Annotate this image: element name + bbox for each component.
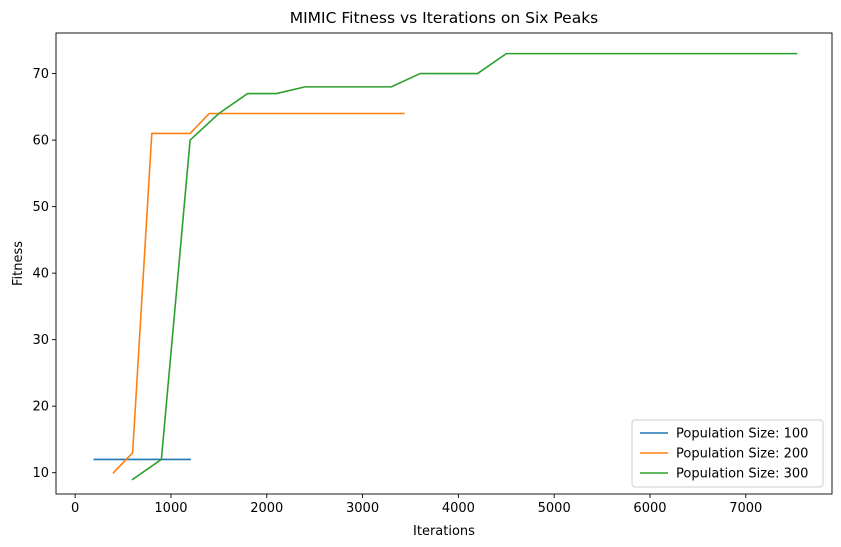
axes-layer: 0 1000 2000 3000 4000 5000 6000 7000 10 20 30 40 50 6…: [32, 32, 833, 516]
y-tick-label: 20: [32, 400, 49, 415]
chart-title: MIMIC Fitness vs Iterations on Six Peaks: [290, 9, 599, 27]
x-tick-label: 0: [71, 501, 79, 516]
x-tick-label: 6000: [633, 501, 666, 516]
series-line-2: [112, 112, 405, 474]
x-tick-label: 7000: [729, 501, 762, 516]
plot-area: [56, 33, 832, 494]
legend-label-1: Population Size: 100: [676, 427, 808, 442]
series-line-3: [131, 52, 798, 481]
x-tick-label: 4000: [442, 501, 475, 516]
axes-frame: [55, 32, 833, 495]
legend: Population Size: 100 Population Size: 200…: [631, 419, 824, 488]
series-layer: [93, 52, 798, 481]
y-tick-label: 30: [32, 333, 49, 348]
y-tick-label: 10: [32, 466, 49, 481]
x-tick-label: 5000: [538, 501, 571, 516]
y-axis-label: Fitness: [11, 241, 26, 286]
y-tick-label: 70: [32, 67, 49, 82]
legend-box: [631, 419, 824, 488]
y-tick-label: 40: [32, 267, 49, 282]
y-tick-label: 50: [32, 200, 49, 215]
legend-label-2: Population Size: 200: [676, 447, 808, 462]
y-tick-label: 60: [32, 134, 49, 149]
legend-label-3: Population Size: 300: [676, 467, 808, 482]
x-axis-label: Iterations: [413, 524, 475, 539]
x-tick-label: 3000: [346, 501, 379, 516]
x-tick-label: 1000: [154, 501, 187, 516]
x-tick-label: 2000: [250, 501, 283, 516]
